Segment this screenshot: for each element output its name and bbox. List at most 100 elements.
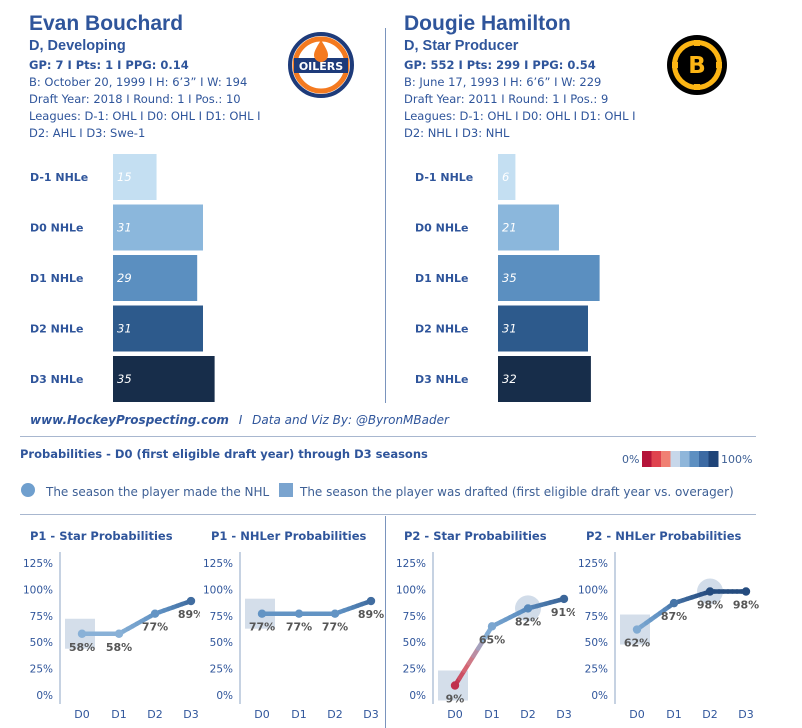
- player1-nhle-bar: [113, 154, 157, 200]
- prob-chart-1-data-label: 77%: [286, 621, 312, 634]
- player2-nhle-category-label: D2 NHLe: [415, 323, 469, 336]
- p1-nhler-chart: 0% 25% 50% 75% 100% 125% D0 D1 D2 D3 77% 77% 77% 89%: [203, 552, 384, 721]
- prob-chart-2-point: [523, 604, 533, 613]
- p2-star-chart: 0% 25% 50% 75% 100% 125% D0 D1 D2 D3 9% 65% 82% 91%: [396, 552, 575, 721]
- prob-chart-0-xtick: D3: [183, 708, 198, 721]
- scale-min-label: 0%: [622, 453, 640, 466]
- prob-chart-1-point: [366, 596, 376, 606]
- prob-chart-0-data-label: 89%: [178, 608, 200, 621]
- prob-chart-0-ytick: 50%: [30, 637, 53, 649]
- prob-chart-1-ytick: 100%: [203, 584, 233, 596]
- scale-swatch: [699, 451, 709, 467]
- prob-chart-2-xtick: D3: [556, 708, 571, 721]
- prob-chart-3-point: [741, 587, 751, 596]
- prob-chart-2-point: [487, 622, 497, 631]
- prob-chart-2-data-label: 65%: [479, 633, 505, 646]
- footer-site[interactable]: www.HockeyProspecting.com: [30, 413, 229, 427]
- prob-chart-3-ytick: 25%: [585, 664, 608, 676]
- player2-nhle-value-label: 31: [502, 322, 517, 336]
- player2-stats: GP: 552 I Pts: 299 I PPG: 0.54: [404, 58, 596, 72]
- footer-sep: I: [238, 413, 243, 427]
- player2-leagues-cont: D2: NHL I D3: NHL: [404, 126, 510, 140]
- prob-chart-2-ytick: 75%: [403, 611, 426, 623]
- prob-chart-1-ytick: 25%: [210, 664, 233, 676]
- prob-chart-3-ytick: 100%: [578, 584, 608, 596]
- oilers-logo-text: OILERS: [299, 60, 343, 73]
- prob-chart-3-data-label: 87%: [661, 610, 687, 623]
- prob-chart-2-xtick: D1: [484, 708, 499, 721]
- p1-nhler-title: P1 - NHLer Probabilities: [211, 529, 367, 543]
- p1-star-chart: 0% 25% 50% 75% 100% 125% D0 D1 D2 D3 58% 58% 77% 89%: [23, 552, 200, 721]
- player1-nhle-value-label: 29: [117, 271, 132, 285]
- player2-leagues: Leagues: D-1: OHL I D0: OHL I D1: OHL I: [404, 109, 636, 123]
- prob-chart-0-data-label: 58%: [106, 641, 132, 654]
- p1-star-title: P1 - Star Probabilities: [30, 529, 173, 543]
- prob-chart-3-ytick: 50%: [585, 637, 608, 649]
- prob-chart-1-ytick: 125%: [203, 558, 233, 570]
- prob-chart-2-ytick: 50%: [403, 637, 426, 649]
- prob-chart-1-point: [257, 609, 267, 618]
- prob-chart-2-data-label: 9%: [446, 692, 465, 705]
- player2-nhle-chart: D-1 NHLe 6 D0 NHLe 21 D1 NHLe 35 D2 NHLe 31 D3 N…: [415, 154, 600, 402]
- prob-chart-1-ytick: 0%: [216, 690, 233, 702]
- prob-chart-0-xtick: D1: [111, 708, 126, 721]
- prob-chart-2-point: [559, 594, 569, 604]
- prob-chart-1-data-label: 89%: [358, 608, 384, 621]
- prob-chart-0-point: [77, 629, 87, 638]
- scale-swatch: [689, 451, 700, 467]
- legend-made-nhl: The season the player made the NHL: [46, 485, 270, 499]
- prob-chart-0-data-label: 77%: [142, 621, 168, 634]
- probability-divider: [385, 516, 386, 728]
- prob-chart-2-data-label: 91%: [551, 606, 575, 619]
- prob-chart-0-point: [186, 596, 196, 606]
- prob-chart-2-ytick: 25%: [403, 664, 426, 676]
- player2-nhle-bar: [498, 204, 559, 251]
- prob-chart-1-point: [294, 609, 304, 618]
- nhl-season-circle-icon: [21, 483, 35, 497]
- prob-chart-2-xtick: D2: [520, 708, 535, 721]
- prob-chart-1-xtick: D3: [363, 708, 378, 721]
- player1-nhle-category-label: D3 NHLe: [30, 373, 84, 386]
- prob-chart-3-data-label: 98%: [733, 599, 759, 612]
- prob-chart-1-xtick: D2: [327, 708, 342, 721]
- prob-chart-1-data-label: 77%: [249, 621, 275, 634]
- player2-nhle-bar: [498, 356, 591, 402]
- player1-name: Evan Bouchard: [29, 12, 184, 35]
- drafted-season-square-icon: [279, 483, 293, 497]
- prob-chart-0-ytick: 75%: [30, 611, 53, 623]
- player1-draft: Draft Year: 2018 I Round: 1 I Pos.: 10: [29, 92, 241, 106]
- scale-swatch: [661, 451, 671, 467]
- section-divider-2: [20, 514, 756, 515]
- player2-nhle-value-label: 32: [502, 372, 517, 386]
- player2-bio: B: June 17, 1993 I H: 6’6” I W: 229: [404, 75, 602, 89]
- scale-swatch: [651, 451, 662, 467]
- player2-subtitle: D, Star Producer: [404, 38, 519, 54]
- prob-chart-0-point: [150, 609, 160, 618]
- player2-nhle-category-label: D1 NHLe: [415, 272, 469, 285]
- prob-chart-3-point: [705, 587, 715, 596]
- prob-chart-3-point: [632, 625, 642, 634]
- prob-chart-2-xtick: D0: [447, 708, 462, 721]
- player1-nhle-value-label: 35: [117, 372, 132, 386]
- prob-chart-3-ytick: 0%: [591, 690, 608, 702]
- prob-chart-2-point: [450, 681, 460, 690]
- scale-swatch: [708, 451, 719, 467]
- player1-subtitle: D, Developing: [29, 38, 126, 54]
- player1-nhle-category-label: D0 NHLe: [30, 222, 84, 235]
- player2-nhle-bar: [498, 305, 588, 352]
- player1-nhle-category-label: D1 NHLe: [30, 272, 84, 285]
- player2-name: Dougie Hamilton: [404, 12, 571, 35]
- player2-nhle-bar: [498, 154, 516, 200]
- player1-nhle-value-label: 15: [117, 170, 132, 184]
- prob-chart-2-ytick: 100%: [396, 584, 426, 596]
- section-divider: [20, 436, 756, 437]
- player1-nhle-bar: [113, 204, 203, 251]
- p2-nhler-chart: 0% 25% 50% 75% 100% 125% D0 D1 D2 D3 62% 87% 98% 98%: [578, 552, 759, 721]
- prob-chart-3-xtick: D1: [666, 708, 681, 721]
- player2-nhle-value-label: 21: [502, 221, 517, 235]
- prob-chart-3-xtick: D3: [738, 708, 753, 721]
- probabilities-title: Probabilities - D0 (first eligible draft…: [20, 447, 428, 461]
- player1-nhle-value-label: 31: [117, 322, 132, 336]
- player1-nhle-chart: D-1 NHLe 15 D0 NHLe 31 D1 NHLe 29 D2 NHLe 31 D3 …: [30, 154, 215, 402]
- prob-chart-1-ytick: 75%: [210, 611, 233, 623]
